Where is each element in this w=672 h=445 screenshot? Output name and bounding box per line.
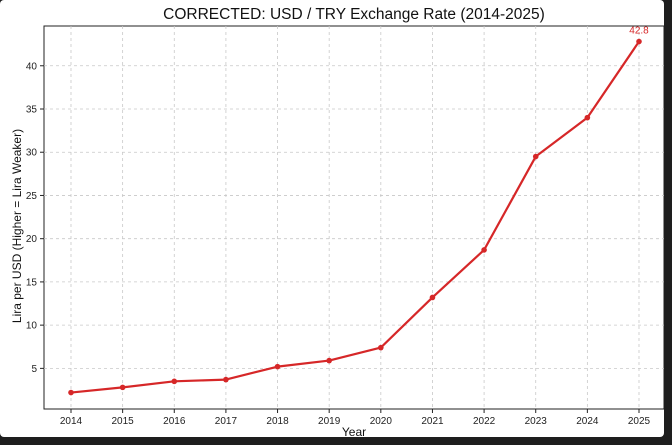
- data-points: [68, 38, 642, 396]
- y-tick-label: 25: [26, 191, 38, 202]
- data-point: [481, 247, 487, 253]
- data-point: [68, 389, 74, 396]
- x-tick-label: 2021: [421, 416, 444, 427]
- x-tick-label: 2024: [576, 416, 599, 427]
- x-tick-label: 2022: [473, 416, 496, 427]
- series-line: [70, 40, 640, 394]
- y-axis-ticks: 5 10 15 20 25 30 35 40: [26, 61, 44, 375]
- annotation-label: 42.8: [629, 26, 649, 37]
- x-tick-label: 2025: [628, 416, 651, 427]
- chart-title: CORRECTED: USD / TRY Exchange Rate (2014…: [163, 6, 545, 23]
- data-point: [171, 378, 178, 385]
- y-axis-label: Lira per USD (Higher = Lira Weaker): [10, 129, 24, 323]
- x-tick-label: 2019: [318, 416, 341, 427]
- data-point: [584, 114, 591, 121]
- x-axis-label: Year: [342, 425, 366, 437]
- data-point: [119, 384, 126, 391]
- x-tick-label: 2014: [60, 416, 83, 427]
- y-tick-label: 35: [26, 104, 38, 115]
- y-tick-label: 10: [26, 321, 38, 332]
- data-point: [429, 294, 436, 301]
- data-point: [223, 376, 229, 383]
- x-tick-label: 2016: [163, 416, 186, 427]
- data-point: [274, 363, 281, 370]
- x-tick-label: 2015: [112, 416, 135, 427]
- x-tick-label: 2020: [370, 416, 393, 427]
- data-point: [636, 38, 642, 45]
- data-point: [532, 153, 539, 160]
- y-tick-label: 5: [31, 364, 37, 375]
- plot-area: [43, 25, 664, 410]
- x-tick-label: 2018: [266, 416, 289, 427]
- y-tick-label: 15: [26, 277, 38, 288]
- y-tick-label: 20: [26, 234, 38, 245]
- chart-frame: CORRECTED: USD / TRY Exchange Rate (2014…: [0, 0, 664, 437]
- y-tick-label: 30: [26, 148, 38, 159]
- x-tick-label: 2017: [215, 416, 238, 427]
- y-tick-label: 40: [26, 61, 38, 72]
- x-tick-label: 2023: [525, 416, 548, 427]
- line-chart: CORRECTED: USD / TRY Exchange Rate (2014…: [10, 6, 664, 437]
- data-point: [326, 357, 332, 364]
- data-point: [378, 344, 384, 351]
- grid: [44, 26, 664, 409]
- x-axis-ticks: 2014 2015 2016 2017 2018 2019 2020 2021 2022 2023…: [60, 409, 651, 427]
